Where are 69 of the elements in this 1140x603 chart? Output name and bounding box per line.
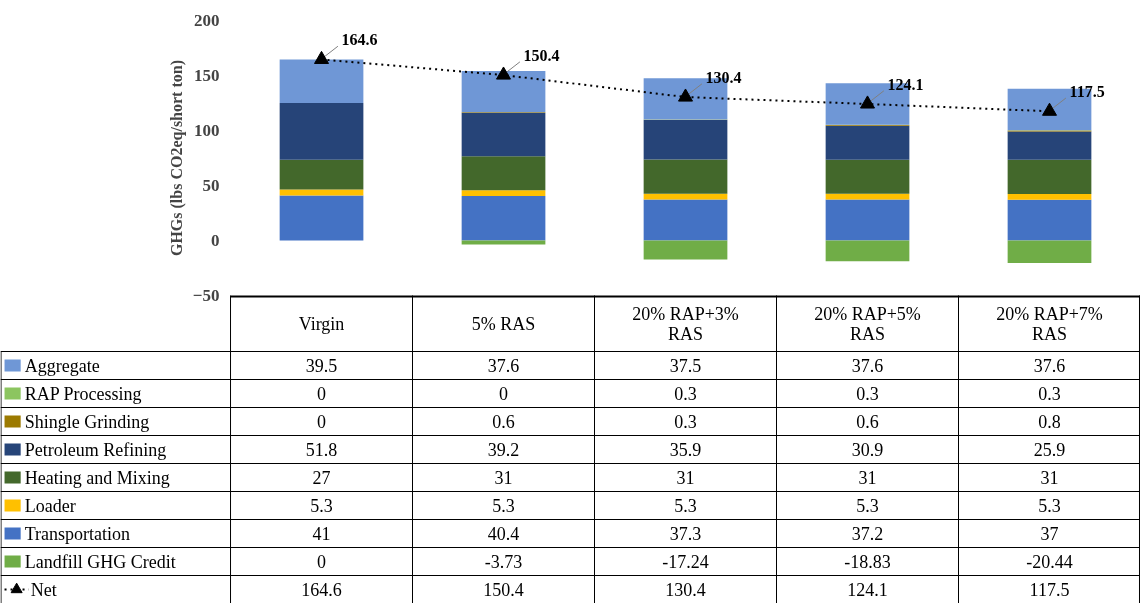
legend-label: Loader: [24, 495, 76, 516]
y-tick-label: 150: [194, 66, 220, 85]
text: 130.4: [705, 68, 742, 86]
data-label: 37.2: [851, 524, 884, 544]
data-label: 37.6: [851, 356, 884, 376]
data-label: 31: [858, 468, 877, 488]
data-label: 0: [499, 384, 509, 404]
data-label: 0.3: [1038, 384, 1061, 404]
data-label: 35.9: [669, 440, 702, 460]
x-tick-label: 20% RAP+3% RAS: [632, 303, 739, 344]
y-axis-title: GHGs (lbs CO2eq/short ton): [167, 59, 186, 257]
text: 164.6: [341, 31, 378, 49]
legend-label: Aggregate: [24, 355, 100, 376]
legend-label: Transportation: [24, 523, 131, 544]
data-label: 31: [494, 468, 513, 488]
y-tick-label: −50: [192, 286, 220, 305]
y-tick-label: 50: [202, 176, 220, 195]
data-label: 5.3: [310, 496, 333, 516]
legend-label: RAP Processing: [24, 383, 142, 404]
data-label: 40.4: [487, 524, 520, 544]
data-label: -17.24: [662, 552, 709, 572]
data-label: 25.9: [1033, 440, 1066, 460]
data-label: 117.5: [1029, 580, 1070, 600]
data-label: 30.9: [851, 440, 884, 460]
data-label: 41: [312, 524, 331, 544]
data-label: 37.5: [669, 356, 702, 376]
legend-label: Heating and Mixing: [24, 467, 170, 488]
x-tick-label: 20% RAP+7% RAS: [996, 303, 1103, 344]
x-tick-label: Virgin: [298, 313, 345, 334]
data-label: 124.1: [847, 580, 888, 600]
legend-label: Net: [30, 579, 57, 600]
data-label: 0: [317, 384, 327, 404]
legend-label: Landfill GHG Credit: [24, 551, 176, 572]
data-label: 37: [1040, 524, 1059, 544]
data-label: 164.6: [301, 580, 342, 600]
data-label: -18.83: [844, 552, 891, 572]
data-label: 5.3: [492, 496, 515, 516]
data-label: 37.6: [487, 356, 520, 376]
y-tick-label: 100: [194, 121, 220, 140]
data-label: 5.3: [674, 496, 697, 516]
data-label: 39.2: [487, 440, 520, 460]
data-label: 37.3: [669, 524, 702, 544]
data-label: 31: [1040, 468, 1059, 488]
data-label: 31: [676, 468, 695, 488]
data-label: 37.6: [1033, 356, 1066, 376]
y-tick-label: 200: [194, 11, 220, 30]
text: 150.4: [523, 46, 560, 64]
x-tick-label: 20% RAP+5% RAS: [814, 303, 921, 344]
data-label: 0.3: [674, 384, 697, 404]
data-label: -3.73: [484, 552, 523, 572]
x-tick-label: 5% RAS: [471, 313, 536, 334]
data-label: 0.3: [856, 384, 879, 404]
legend-label: Petroleum Refining: [24, 439, 167, 460]
data-label: 5.3: [856, 496, 879, 516]
data-label: 0: [317, 412, 327, 432]
data-label: 0.8: [1038, 412, 1061, 432]
data-label: 51.8: [305, 440, 338, 460]
data-label: 5.3: [1038, 496, 1061, 516]
legend-label: Shingle Grinding: [24, 411, 150, 432]
data-label: 0.3: [674, 412, 697, 432]
y-tick-label: 0: [211, 231, 220, 250]
data-label: 0: [317, 552, 327, 572]
data-label: 150.4: [483, 580, 524, 600]
data-label: 0.6: [492, 412, 515, 432]
data-label: -20.44: [1026, 552, 1073, 572]
data-label: 39.5: [305, 356, 338, 376]
data-label: 0.6: [856, 412, 879, 432]
data-label: 27: [312, 468, 331, 488]
data-label: 130.4: [665, 580, 706, 600]
